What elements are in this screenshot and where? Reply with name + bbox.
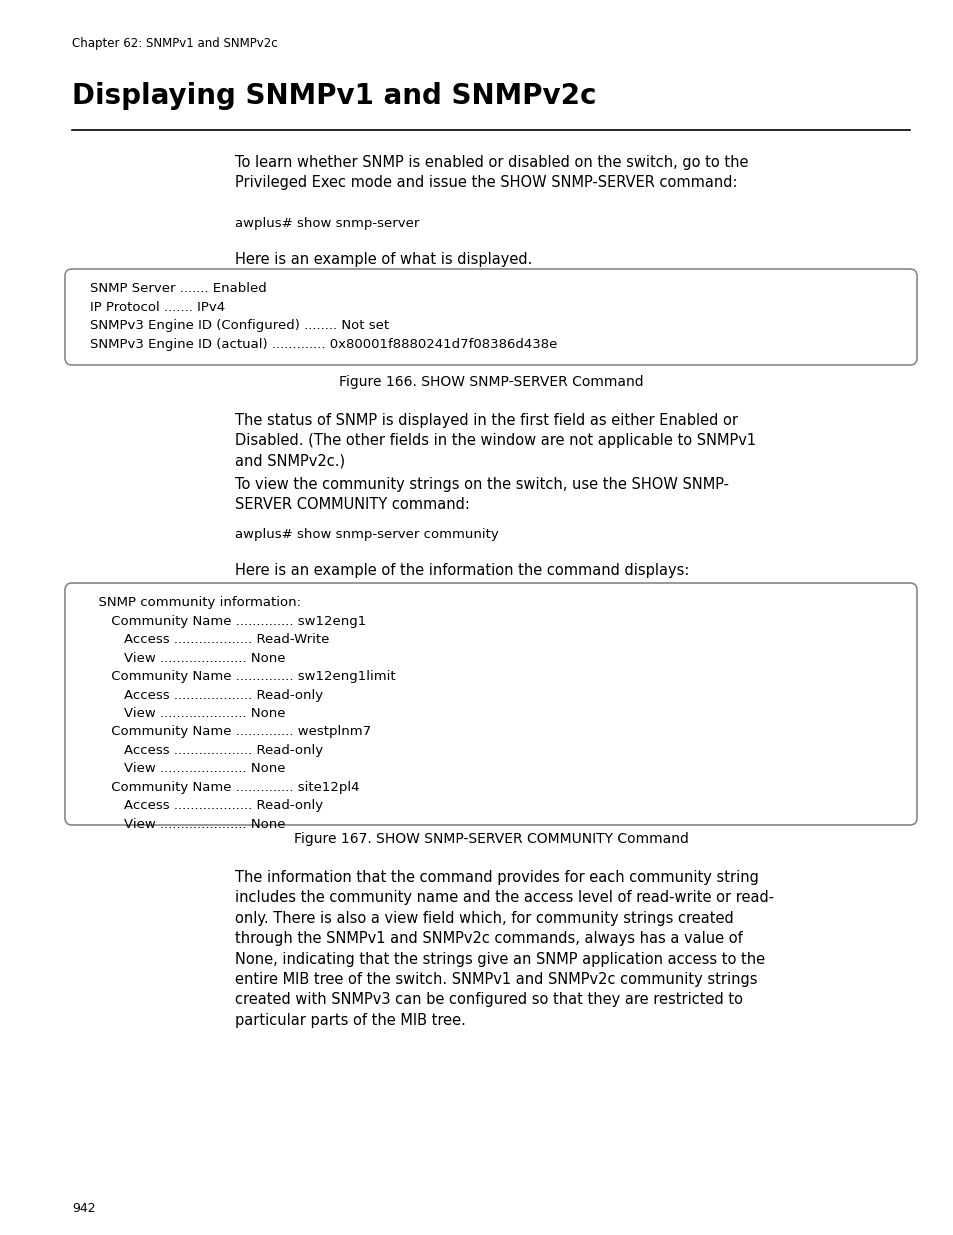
Text: awplus# show snmp-server community: awplus# show snmp-server community [234, 529, 498, 541]
Text: To learn whether SNMP is enabled or disabled on the switch, go to the
Privileged: To learn whether SNMP is enabled or disa… [234, 156, 748, 190]
Text: Chapter 62: SNMPv1 and SNMPv2c: Chapter 62: SNMPv1 and SNMPv2c [71, 37, 277, 49]
Text: Figure 166. SHOW SNMP-SERVER Command: Figure 166. SHOW SNMP-SERVER Command [338, 375, 642, 389]
Text: To view the community strings on the switch, use the SHOW SNMP-
SERVER COMMUNITY: To view the community strings on the swi… [234, 477, 728, 513]
Text: awplus# show snmp-server: awplus# show snmp-server [234, 217, 419, 230]
Text: Here is an example of what is displayed.: Here is an example of what is displayed. [234, 252, 532, 267]
Text: 942: 942 [71, 1202, 95, 1215]
Text: Here is an example of the information the command displays:: Here is an example of the information th… [234, 563, 689, 578]
Text: Figure 167. SHOW SNMP-SERVER COMMUNITY Command: Figure 167. SHOW SNMP-SERVER COMMUNITY C… [294, 832, 688, 846]
Text: Displaying SNMPv1 and SNMPv2c: Displaying SNMPv1 and SNMPv2c [71, 82, 596, 110]
FancyBboxPatch shape [65, 269, 916, 366]
Text: SNMP Server ....... Enabled
IP Protocol ....... IPv4
SNMPv3 Engine ID (Configure: SNMP Server ....... Enabled IP Protocol … [90, 282, 557, 351]
Text: SNMP community information:
     Community Name .............. sw12eng1
        : SNMP community information: Community Na… [90, 597, 395, 831]
Text: The status of SNMP is displayed in the first field as either Enabled or
Disabled: The status of SNMP is displayed in the f… [234, 412, 756, 469]
FancyBboxPatch shape [65, 583, 916, 825]
Text: The information that the command provides for each community string
includes the: The information that the command provide… [234, 869, 773, 1028]
